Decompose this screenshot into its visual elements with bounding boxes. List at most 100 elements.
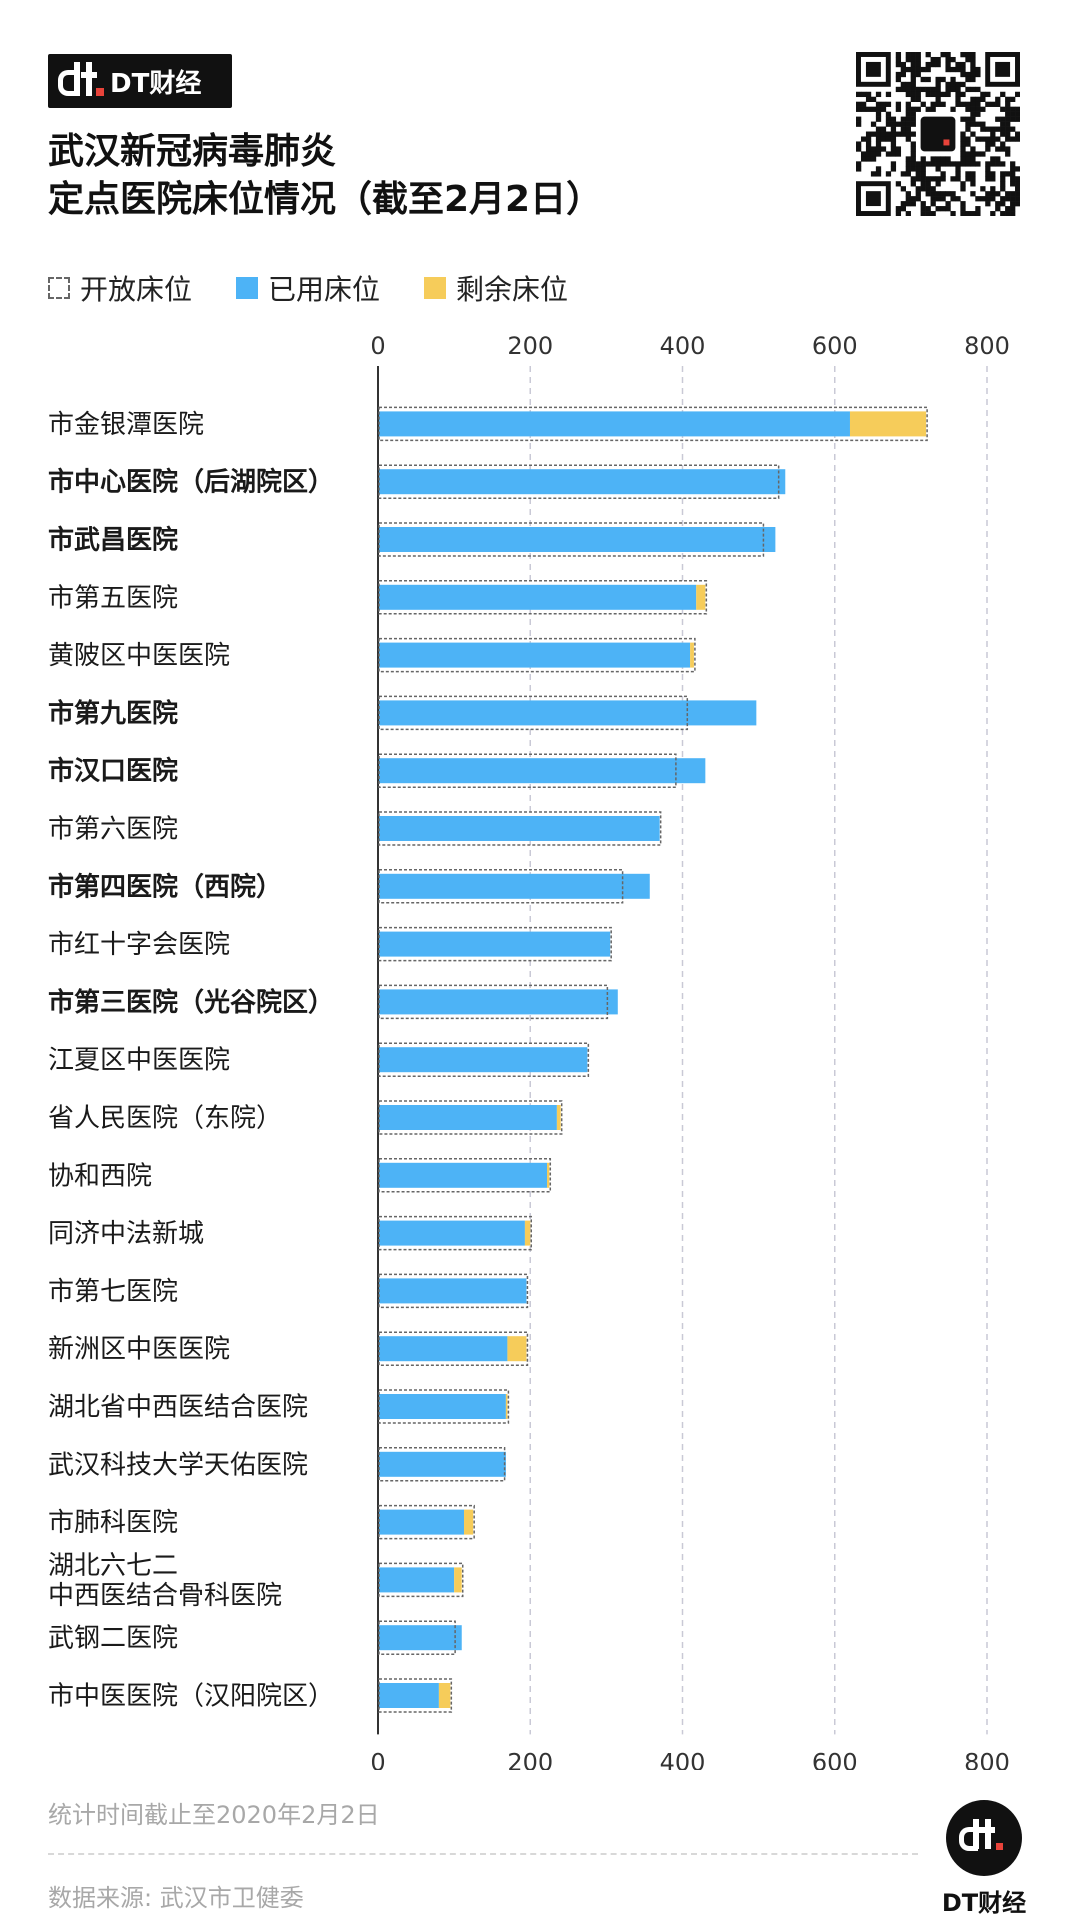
bar-open <box>378 637 696 673</box>
category-label: 市金银潭医院 <box>48 410 204 440</box>
bar-used <box>379 469 786 495</box>
x-tick-label-bottom: 600 <box>812 1748 858 1770</box>
legend-item-remaining: 剩余床位 <box>424 268 568 308</box>
legend-label-used: 已用床位 <box>268 273 381 306</box>
bar-open <box>378 869 624 904</box>
x-tick-label-bottom: 400 <box>660 1748 706 1770</box>
category-label: 武汉科技大学天佑医院 <box>48 1450 308 1480</box>
bar-used <box>379 1047 588 1073</box>
bar-open <box>378 695 689 731</box>
category-label: 省人民医院（东院） <box>48 1104 282 1134</box>
bar-used <box>379 1625 462 1651</box>
legend-swatch-remaining <box>424 277 447 299</box>
bar-open <box>378 811 662 846</box>
bar-open <box>378 1100 563 1135</box>
legend-label-remaining: 剩余床位 <box>456 273 569 306</box>
footer-divider <box>48 1853 918 1855</box>
legend-label-open: 开放床位 <box>80 273 193 306</box>
brand-badge-icon <box>946 1800 1022 1876</box>
bar-remaining <box>438 1683 451 1708</box>
bar-remaining <box>454 1567 462 1593</box>
bar-used <box>379 816 660 841</box>
bar-used <box>379 700 757 726</box>
bar-used <box>379 931 611 957</box>
category-label: 市武昌医院 <box>48 525 178 556</box>
legend-item-used: 已用床位 <box>236 268 380 308</box>
footer-note: 统计时间截止至2020年2月2日 <box>48 1801 380 1829</box>
category-label: 市中心医院（后湖院区） <box>48 467 334 498</box>
x-tick-label-bottom: 800 <box>964 1748 1010 1770</box>
bar-used <box>379 1162 547 1188</box>
category-label: 市第九医院 <box>48 698 178 729</box>
bar-open <box>378 1331 529 1366</box>
category-label: 武钢二医院 <box>48 1624 178 1654</box>
bar-used <box>379 1278 527 1304</box>
bar-open <box>378 926 612 962</box>
bar-open <box>378 1273 529 1309</box>
category-label: 市第三医院（光谷院区） <box>48 987 334 1018</box>
bar-open <box>378 464 780 499</box>
bar-open <box>378 522 765 557</box>
bar-used <box>379 642 691 668</box>
category-label: 市第五医院 <box>48 583 178 613</box>
bar-used <box>379 1336 508 1362</box>
bar-remaining <box>524 1220 531 1246</box>
chart-title: 武汉新冠病毒肺炎 定点医院床位情况（截至2月2日） <box>48 128 602 224</box>
category-label: 市红十字会医院 <box>48 930 230 960</box>
category-label: 协和西院 <box>48 1161 152 1191</box>
bar-open <box>378 406 928 442</box>
bar-used <box>379 584 697 610</box>
bar-used <box>379 1683 439 1708</box>
x-tick-label-bottom: 0 <box>370 1748 385 1770</box>
bar-used <box>379 1220 525 1246</box>
bar-used <box>379 527 776 552</box>
category-label: 湖北省中西医结合医院 <box>48 1393 308 1423</box>
bar-remaining <box>690 642 694 668</box>
category-label: 同济中法新城 <box>48 1219 204 1249</box>
bar-open <box>378 1389 510 1424</box>
bar-open <box>378 1447 506 1482</box>
x-tick-label-top: 800 <box>964 332 1010 360</box>
bar-used <box>379 1567 455 1593</box>
legend: 开放床位 已用床位 剩余床位 <box>48 268 612 308</box>
x-tick-label-bottom: 200 <box>507 1748 553 1770</box>
x-tick-label-top: 0 <box>370 332 385 360</box>
title-line-2: 定点医院床位情况（截至2月2日） <box>48 179 603 220</box>
bar-remaining <box>556 1105 561 1130</box>
bar-used <box>379 1509 465 1535</box>
bar-open <box>378 1620 456 1655</box>
brand-logo: DT财经 <box>48 54 232 108</box>
qr-code-icon <box>856 52 1020 216</box>
footer-source: 数据来源: 武汉市卫健委 <box>48 1884 304 1912</box>
category-label: 湖北六七二中西医结合骨科医院 <box>48 1551 282 1611</box>
category-label: 市第六医院 <box>48 815 178 845</box>
bar-remaining <box>505 1394 508 1419</box>
bar-used <box>379 1105 557 1130</box>
legend-swatch-open <box>48 277 70 299</box>
bar-used <box>379 411 850 437</box>
bar-remaining <box>464 1509 474 1535</box>
legend-swatch-used <box>236 277 259 299</box>
bar-open <box>378 1158 552 1193</box>
category-label: 市汉口医院 <box>48 756 178 787</box>
bar-open <box>378 1042 590 1077</box>
title-line-1: 武汉新冠病毒肺炎 <box>48 131 337 172</box>
category-label: 黄陂区中医医院 <box>48 641 230 671</box>
category-label: 市中医医院（汉阳院区） <box>48 1682 334 1712</box>
bar-remaining <box>696 584 706 610</box>
legend-item-open: 开放床位 <box>48 268 192 308</box>
category-label: 市肺科医院 <box>48 1508 178 1538</box>
bar-used <box>379 873 650 899</box>
x-tick-label-top: 600 <box>812 332 858 360</box>
x-tick-label-top: 400 <box>660 332 706 360</box>
bar-remaining <box>507 1336 527 1362</box>
bar-open <box>378 1504 475 1540</box>
brand-name: DT财经 <box>110 68 202 99</box>
bar-used <box>379 758 706 784</box>
category-label: 市第七医院 <box>48 1277 178 1307</box>
bar-remaining <box>546 1162 550 1188</box>
category-label: 新洲区中医医院 <box>48 1335 230 1365</box>
bar-remaining <box>849 411 927 437</box>
bar-chart: 0 0 200 200 400 400 600 600 800 800 市金银潭医院市中心医院（后湖… <box>48 332 1010 1770</box>
bar-used <box>379 989 618 1015</box>
